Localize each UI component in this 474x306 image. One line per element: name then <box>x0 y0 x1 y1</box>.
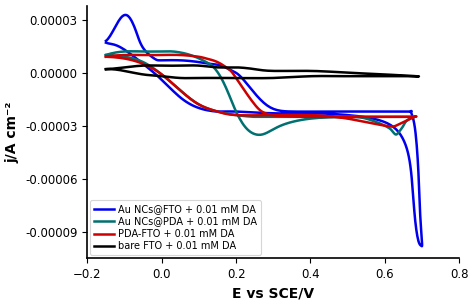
Au NCs@PDA + 0.01 mM DA <box>166 79 172 82</box>
PDA-FTO + 0.01 mM DA <box>103 55 109 59</box>
bare FTO + 0.01 mM DA <box>103 67 109 71</box>
Au NCs@PDA + 0.01 mM DA <box>256 133 262 137</box>
Au NCs@PDA + 0.01 mM DA <box>103 53 109 57</box>
bare FTO + 0.01 mM DA <box>365 74 370 78</box>
PDA-FTO + 0.01 mM DA <box>396 123 401 126</box>
Au NCs@PDA + 0.01 mM DA <box>103 53 109 57</box>
Au NCs@FTO + 0.01 mM DA <box>103 41 109 44</box>
Line: PDA-FTO + 0.01 mM DA: PDA-FTO + 0.01 mM DA <box>106 55 416 126</box>
PDA-FTO + 0.01 mM DA <box>103 55 109 59</box>
X-axis label: E vs SCE/V: E vs SCE/V <box>232 286 314 300</box>
Au NCs@FTO + 0.01 mM DA <box>202 108 208 112</box>
PDA-FTO + 0.01 mM DA <box>389 125 395 128</box>
Au NCs@FTO + 0.01 mM DA <box>416 239 421 243</box>
bare FTO + 0.01 mM DA <box>103 67 109 71</box>
Au NCs@PDA + 0.01 mM DA <box>392 132 398 136</box>
bare FTO + 0.01 mM DA <box>361 74 367 78</box>
Legend: Au NCs@FTO + 0.01 mM DA, Au NCs@PDA + 0.01 mM DA, PDA-FTO + 0.01 mM DA, bare FTO: Au NCs@FTO + 0.01 mM DA, Au NCs@PDA + 0.… <box>90 200 261 255</box>
Au NCs@PDA + 0.01 mM DA <box>129 50 135 53</box>
PDA-FTO + 0.01 mM DA <box>153 69 159 73</box>
Au NCs@FTO + 0.01 mM DA <box>104 38 110 42</box>
bare FTO + 0.01 mM DA <box>176 76 182 80</box>
PDA-FTO + 0.01 mM DA <box>396 122 402 126</box>
PDA-FTO + 0.01 mM DA <box>393 124 399 128</box>
Au NCs@FTO + 0.01 mM DA <box>418 244 423 247</box>
Y-axis label: j/A cm⁻²: j/A cm⁻² <box>6 101 19 162</box>
Au NCs@PDA + 0.01 mM DA <box>212 109 218 113</box>
Au NCs@FTO + 0.01 mM DA <box>419 244 425 248</box>
bare FTO + 0.01 mM DA <box>145 73 151 77</box>
Au NCs@PDA + 0.01 mM DA <box>106 52 111 56</box>
Au NCs@FTO + 0.01 mM DA <box>103 39 109 43</box>
Line: Au NCs@PDA + 0.01 mM DA: Au NCs@PDA + 0.01 mM DA <box>106 51 416 135</box>
bare FTO + 0.01 mM DA <box>256 76 262 80</box>
bare FTO + 0.01 mM DA <box>105 67 110 71</box>
bare FTO + 0.01 mM DA <box>345 74 350 78</box>
Au NCs@PDA + 0.01 mM DA <box>395 132 401 135</box>
PDA-FTO + 0.01 mM DA <box>190 99 195 102</box>
PDA-FTO + 0.01 mM DA <box>105 55 111 58</box>
Line: Au NCs@FTO + 0.01 mM DA: Au NCs@FTO + 0.01 mM DA <box>106 15 422 246</box>
Au NCs@FTO + 0.01 mM DA <box>123 13 128 17</box>
Line: bare FTO + 0.01 mM DA: bare FTO + 0.01 mM DA <box>106 65 419 78</box>
bare FTO + 0.01 mM DA <box>189 64 194 67</box>
PDA-FTO + 0.01 mM DA <box>170 53 176 57</box>
Au NCs@FTO + 0.01 mM DA <box>418 244 424 248</box>
Au NCs@FTO + 0.01 mM DA <box>153 72 158 76</box>
Au NCs@PDA + 0.01 mM DA <box>395 131 401 135</box>
